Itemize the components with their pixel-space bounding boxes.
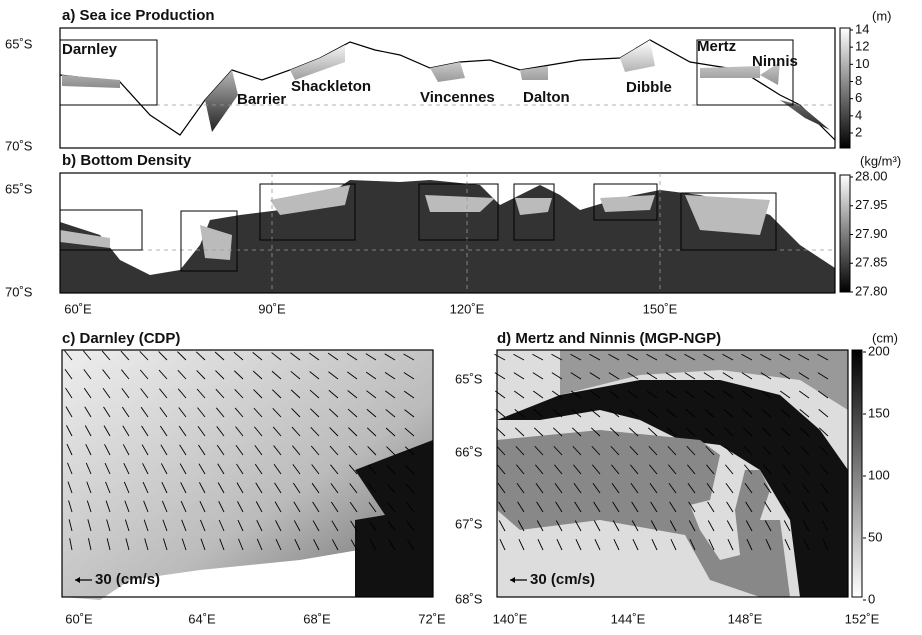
lon-label: 64˚E	[188, 611, 216, 626]
panel-title: b) Bottom Density	[62, 152, 192, 169]
lon-label: 60˚E	[65, 611, 93, 626]
panel-title: d) Mertz and Ninnis (MGP-NGP)	[497, 330, 721, 347]
lon-label: 144˚E	[611, 611, 646, 626]
region-label: Barrier	[237, 91, 286, 108]
colorbar-unit: (kg/m³)	[860, 153, 901, 168]
region-label: Mertz	[697, 38, 736, 55]
lat-label: 65˚S	[5, 36, 33, 51]
colorbar-tick-label: 28.00	[855, 168, 888, 183]
region-label: Dibble	[626, 79, 672, 96]
colorbar	[852, 350, 862, 597]
lat-label: 70˚S	[5, 284, 33, 299]
colorbar-tick-label: 27.80	[855, 283, 888, 298]
lon-label: 120˚E	[450, 301, 485, 316]
colorbar-tick-label: 150	[868, 405, 890, 420]
lon-label: 150˚E	[643, 301, 678, 316]
lat-label: 70˚S	[5, 138, 33, 153]
panel-title: a) Sea ice Production	[62, 7, 215, 24]
colorbar-tick-label: 200	[868, 343, 890, 358]
lon-label: 148˚E	[728, 611, 763, 626]
colorbar-tick-label: 100	[868, 467, 890, 482]
lon-label: 152˚E	[845, 611, 880, 626]
colorbar-tick-label: 50	[868, 529, 882, 544]
lon-label: 68˚E	[303, 611, 331, 626]
colorbar-tick-label: 6	[855, 90, 862, 105]
colorbar	[840, 28, 850, 148]
lat-label: 65˚S	[455, 371, 483, 386]
lat-label: 68˚S	[455, 591, 483, 606]
panel-d: d) Mertz and Ninnis (MGP-NGP) 140˚E 144˚…	[493, 330, 898, 626]
lon-label: 140˚E	[493, 611, 528, 626]
colorbar-tick-label: 14	[855, 21, 869, 36]
lat-label: 67˚S	[455, 516, 483, 531]
region-label: Dalton	[523, 89, 570, 106]
lon-label: 90˚E	[258, 301, 286, 316]
colorbar	[840, 175, 850, 292]
colorbar-tick-label: 10	[855, 56, 869, 71]
lat-label: 66˚S	[455, 444, 483, 459]
colorbar-tick-label: 12	[855, 39, 869, 54]
reference-label: 30 (cm/s)	[95, 571, 160, 588]
region-label: Darnley	[62, 41, 118, 58]
lon-label: 60˚E	[64, 301, 92, 316]
colorbar-tick-label: 27.95	[855, 197, 888, 212]
panel-title: c) Darnley (CDP)	[62, 330, 180, 347]
reference-label: 30 (cm/s)	[530, 571, 595, 588]
colorbar-tick-label: 0	[868, 591, 875, 606]
lon-label: 72˚E	[418, 611, 446, 626]
colorbar-tick-label: 8	[855, 73, 862, 88]
region-label: Ninnis	[752, 53, 798, 70]
panel-b: b) Bottom Density 65˚S 70˚S 60˚E 90˚E 12…	[5, 152, 901, 316]
region-label: Vincennes	[420, 89, 495, 106]
lat-label: 65˚S	[5, 181, 33, 196]
figure: a) Sea ice Production 65˚S 70˚S Darnley …	[0, 0, 922, 635]
panel-a: a) Sea ice Production 65˚S 70˚S Darnley …	[5, 7, 892, 153]
colorbar-unit: (m)	[872, 8, 892, 23]
colorbar-tick-label: 4	[855, 107, 862, 122]
colorbar-tick-label: 27.85	[855, 255, 888, 270]
region-label: Shackleton	[291, 78, 371, 95]
colorbar-tick-label: 2	[855, 124, 862, 139]
colorbar-tick-label: 27.90	[855, 226, 888, 241]
